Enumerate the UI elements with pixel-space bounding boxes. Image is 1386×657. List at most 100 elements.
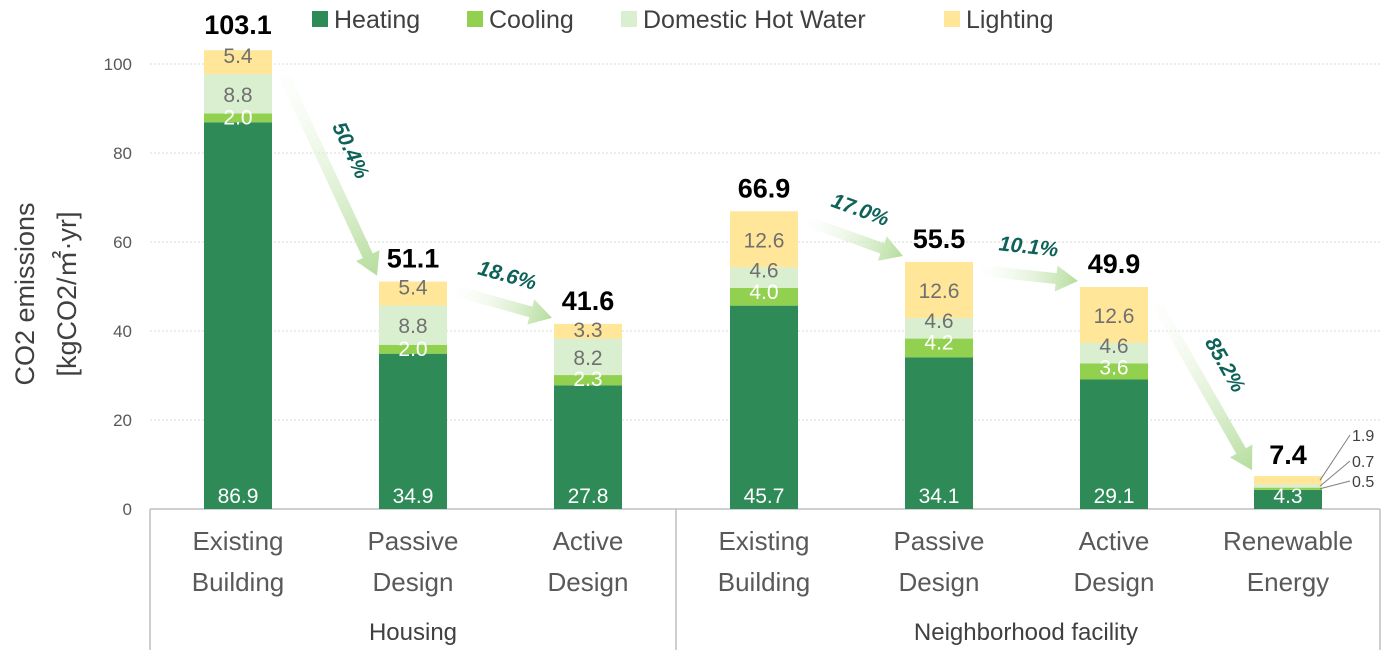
total-label: 55.5 (913, 224, 966, 254)
reduction-label: 17.0% (828, 189, 892, 231)
reduction-arrow (271, 55, 380, 276)
legend-swatch (621, 11, 637, 27)
data-label: 29.1 (1094, 485, 1135, 508)
bar-segment (379, 344, 447, 354)
data-label: 34.1 (919, 485, 960, 508)
data-label: 8.2 (573, 347, 602, 370)
bar-segment (379, 305, 447, 345)
leader-line (1319, 480, 1351, 490)
reduction-label: 10.1% (998, 232, 1060, 261)
data-label: 5.4 (398, 277, 428, 300)
data-label: 12.6 (744, 229, 785, 252)
bar-segment (1254, 484, 1322, 488)
bar-segment (204, 50, 272, 75)
legend-label: Heating (334, 6, 420, 34)
bar-segment (905, 338, 973, 358)
x-category-label: Passive (367, 526, 458, 556)
x-category-label: Design (548, 567, 629, 597)
bar-segment (1254, 487, 1322, 490)
data-label: 86.9 (218, 485, 259, 508)
data-label: 4.6 (749, 259, 778, 282)
reduction-arrow (1147, 292, 1253, 471)
data-label: 4.6 (1099, 335, 1128, 358)
y-tick-label: 80 (113, 144, 132, 163)
y-tick-label: 40 (113, 322, 132, 341)
x-category-label: Active (1079, 526, 1150, 556)
y-axis-label: CO2 emissions (10, 202, 40, 385)
data-label: 12.6 (919, 280, 960, 303)
bar-segment (379, 353, 447, 509)
data-label: 4.0 (749, 281, 778, 304)
total-label: 41.6 (562, 286, 615, 316)
bar-segment (730, 287, 798, 306)
legend-label: Domestic Hot Water (643, 6, 866, 34)
bar-segment (905, 262, 973, 319)
legend-label: Lighting (966, 6, 1054, 34)
data-label: 2.0 (398, 338, 427, 361)
y-tick-label: 20 (113, 411, 132, 430)
leader-line (1319, 460, 1351, 487)
bar-segment (1080, 363, 1148, 380)
data-label: 1.9 (1352, 428, 1374, 445)
bar-segment (1080, 343, 1148, 364)
data-label: 12.6 (1094, 305, 1135, 328)
data-label: 45.7 (744, 485, 785, 508)
bar-segment (554, 323, 622, 339)
reduction-arrow (800, 214, 904, 261)
total-label: 7.4 (1269, 440, 1307, 470)
reduction-label: 18.6% (475, 257, 539, 295)
x-category-label: Design (899, 567, 980, 597)
data-label: 3.3 (573, 319, 602, 342)
y-tick-label: 100 (104, 55, 132, 74)
data-label: 8.8 (398, 315, 427, 338)
data-label: 8.8 (223, 84, 252, 107)
reduction-arrow (449, 284, 553, 325)
x-category-label: Active (553, 526, 624, 556)
data-label: 4.2 (924, 332, 953, 355)
data-label: 3.6 (1099, 356, 1128, 379)
data-label: 4.6 (924, 310, 953, 333)
data-label: 4.3 (1273, 485, 1302, 508)
x-category-label: Building (718, 567, 811, 597)
x-category-label: Building (192, 567, 285, 597)
total-label: 51.1 (387, 244, 440, 274)
legend-swatch (467, 11, 483, 27)
x-category-label: Design (1074, 567, 1155, 597)
y-tick-label: 0 (123, 500, 132, 519)
bar-segment (1080, 379, 1148, 509)
bar-segment (554, 385, 622, 509)
bar-segment (1080, 286, 1148, 344)
x-group-label: Neighborhood facility (914, 619, 1138, 646)
x-category-label: Passive (893, 526, 984, 556)
bar-segment (1254, 476, 1322, 485)
x-category-label: Energy (1247, 567, 1329, 597)
data-label: 5.4 (223, 45, 253, 68)
bar-segment (730, 267, 798, 288)
x-group-label: Housing (369, 619, 457, 646)
x-category-label: Renewable (1223, 526, 1353, 556)
bar-segment (554, 375, 622, 386)
bar-segment (204, 122, 272, 510)
bar-segment (204, 74, 272, 114)
bar-segment (379, 281, 447, 306)
leader-line (1319, 434, 1351, 481)
bar-segment (905, 318, 973, 339)
y-axis-label-units: [kgCO2/㎡·yr] (52, 211, 82, 376)
bar-segment (905, 357, 973, 509)
total-label: 66.9 (738, 173, 791, 203)
x-category-label: Existing (718, 526, 809, 556)
total-label: 49.9 (1088, 249, 1141, 279)
y-tick-label: 60 (113, 233, 132, 252)
legend-swatch (944, 11, 960, 27)
data-label: 0.5 (1352, 474, 1374, 491)
reduction-arrow (976, 264, 1079, 292)
legend-label: Cooling (489, 6, 574, 34)
x-category-label: Existing (192, 526, 283, 556)
x-category-label: Design (373, 567, 454, 597)
bar-segment (554, 338, 622, 376)
bar-segment (204, 113, 272, 123)
bar-segment (1254, 489, 1322, 509)
data-label: 34.9 (393, 485, 434, 508)
